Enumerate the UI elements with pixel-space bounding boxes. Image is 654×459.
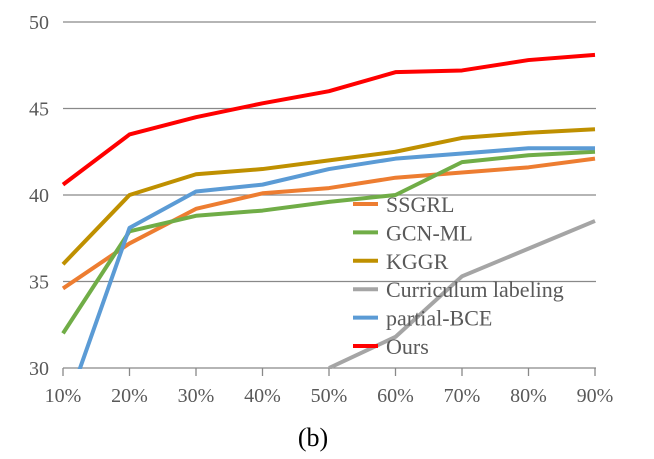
y-tick-label: 45	[29, 99, 49, 121]
figure-caption: (b)	[298, 423, 328, 452]
legend-label: GCN-ML	[386, 220, 473, 245]
x-axis	[62, 368, 596, 376]
legend-label: KGGR	[386, 249, 449, 274]
series-line-kggr	[61, 127, 596, 266]
x-tick-label: 90%	[577, 385, 614, 407]
gridlines	[63, 21, 596, 369]
legend-label: SSGRL	[386, 192, 454, 217]
legend-label: partial-BCE	[386, 306, 492, 331]
y-axis-tick-labels: 30 35 40 45 50	[29, 12, 49, 380]
x-tick-label: 10%	[45, 385, 82, 407]
series-line-partial-bce	[77, 146, 595, 369]
x-tick-label: 40%	[244, 385, 281, 407]
series-line-ssgrl	[61, 156, 596, 291]
legend-item-ours: Ours	[353, 334, 429, 359]
legend-item-ssgrl: SSGRL	[353, 192, 454, 217]
legend-item-partial-bce: partial-BCE	[353, 306, 492, 331]
y-tick-label: 40	[29, 185, 49, 207]
series-line-ours	[61, 52, 596, 187]
x-tick-label: 70%	[444, 385, 481, 407]
y-tick-label: 35	[29, 272, 49, 294]
legend-item-gcn-ml: GCN-ML	[353, 220, 473, 245]
x-tick-label: 20%	[111, 385, 148, 407]
x-tick-label: 80%	[510, 385, 547, 407]
legend-item-kggr: KGGR	[353, 249, 449, 274]
legend-label: Curriculum labeling	[386, 277, 564, 302]
series-lines	[61, 52, 596, 369]
x-tick-label: 30%	[178, 385, 215, 407]
legend-item-curriculum-labeling: Curriculum labeling	[353, 277, 564, 302]
y-tick-label: 50	[29, 12, 49, 34]
x-tick-label: 60%	[377, 385, 414, 407]
series-line-gcn-ml	[61, 149, 596, 335]
y-tick-label: 30	[29, 358, 49, 380]
x-tick-label: 50%	[311, 385, 348, 407]
legend-label: Ours	[386, 334, 429, 359]
x-axis-tick-labels: 10% 20% 30% 40% 50% 60% 70% 80% 90%	[45, 385, 614, 407]
legend: SSGRL GCN-ML KGGR Curriculum labeling partia…	[353, 192, 564, 359]
